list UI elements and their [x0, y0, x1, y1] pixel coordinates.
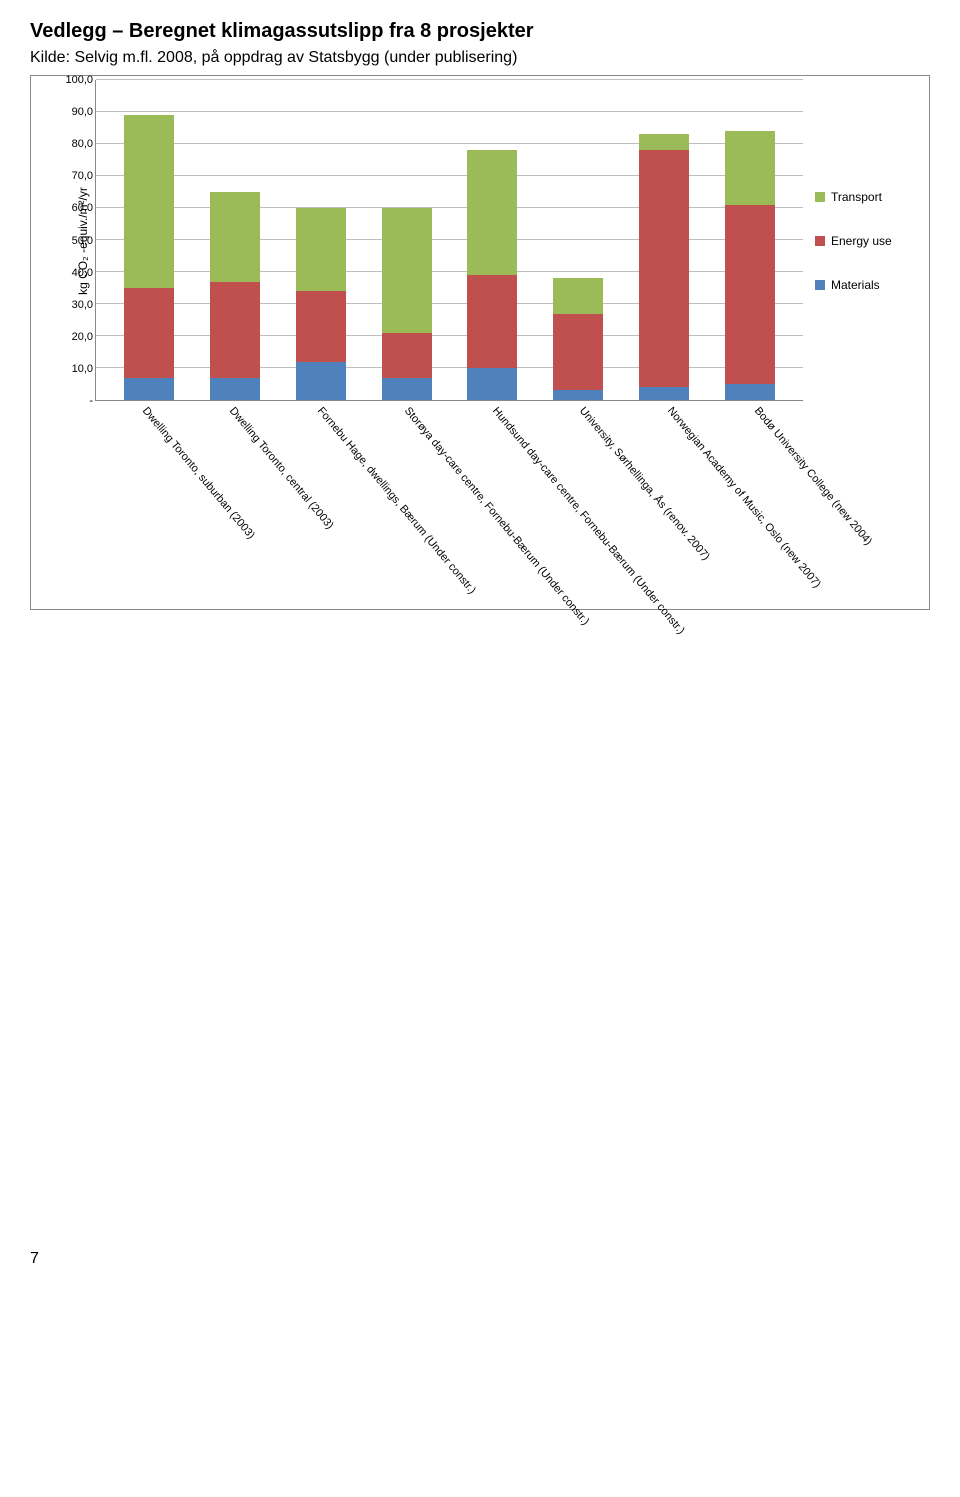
y-tick: 70,0 — [53, 170, 93, 182]
bar-segment-energy — [296, 291, 346, 361]
bar-segment-materials — [296, 362, 346, 400]
x-label: Dwelling Toronto, central (2003) — [211, 405, 261, 605]
y-axis: kg CO₂ -equiv./m²/yr -10,020,030,040,050… — [35, 80, 95, 401]
y-tick: 90,0 — [53, 106, 93, 118]
bar-segment-materials — [382, 378, 432, 400]
bar — [210, 192, 260, 400]
legend-swatch — [815, 236, 825, 246]
bar-segment-materials — [124, 378, 174, 400]
bar-segment-energy — [467, 275, 517, 368]
x-label: Hundsund day-care centre, Fornebu-Bærum … — [474, 405, 524, 605]
y-tick: 60,0 — [53, 202, 93, 214]
bar-segment-energy — [725, 205, 775, 384]
bar — [382, 208, 432, 400]
y-tick: 30,0 — [53, 299, 93, 311]
bar-segment-materials — [553, 390, 603, 400]
legend-swatch — [815, 280, 825, 290]
bar — [124, 115, 174, 400]
bar-segment-materials — [467, 368, 517, 400]
bar — [725, 131, 775, 400]
legend-item-energy: Energy use — [815, 234, 925, 248]
bar-segment-transport — [210, 192, 260, 282]
bar-segment-transport — [124, 115, 174, 288]
bar — [467, 150, 517, 400]
page-number: 7 — [30, 1250, 930, 1268]
bar-segment-energy — [639, 150, 689, 387]
bar-segment-energy — [210, 282, 260, 378]
bar-segment-materials — [725, 384, 775, 400]
bar-segment-transport — [467, 150, 517, 275]
legend-swatch — [815, 192, 825, 202]
bar-segment-energy — [124, 288, 174, 378]
page-subtitle: Kilde: Selvig m.fl. 2008, på oppdrag av … — [30, 49, 930, 67]
plot-area — [95, 80, 803, 401]
bar — [296, 208, 346, 400]
bar-segment-transport — [382, 208, 432, 333]
legend-label: Materials — [831, 278, 880, 292]
x-label: Norwegian Academy of Music, Oslo (new 20… — [649, 405, 699, 605]
bar-segment-transport — [725, 131, 775, 205]
chart-frame: kg CO₂ -equiv./m²/yr -10,020,030,040,050… — [30, 75, 930, 610]
legend-item-transport: Transport — [815, 190, 925, 204]
y-tick: - — [53, 395, 93, 407]
legend: Transport Energy use Materials — [803, 80, 925, 401]
bar — [553, 278, 603, 400]
bar-segment-transport — [296, 208, 346, 291]
bar-segment-materials — [639, 387, 689, 400]
y-tick: 100,0 — [53, 74, 93, 86]
y-tick: 50,0 — [53, 235, 93, 247]
bar-segment-energy — [382, 333, 432, 378]
bar-segment-transport — [553, 278, 603, 313]
page-title: Vedlegg – Beregnet klimagassutslipp fra … — [30, 20, 930, 43]
x-axis-labels: Dwelling Toronto, suburban (2003) Dwellin… — [95, 405, 815, 605]
y-tick: 40,0 — [53, 267, 93, 279]
legend-label: Energy use — [831, 234, 892, 248]
bar-segment-transport — [639, 134, 689, 150]
x-label: Fornebu Hage, dwellings, Bærum (Under co… — [299, 405, 349, 605]
y-tick: 10,0 — [53, 363, 93, 375]
x-label: Storøya day-care centre, Fornebu-Bærum (… — [386, 405, 436, 605]
x-label: Bodø University College (new 2004) — [736, 405, 786, 605]
bar-segment-materials — [210, 378, 260, 400]
bar — [639, 134, 689, 400]
x-label: University, Sørhellinga, Ås (renov. 2007… — [561, 405, 611, 605]
legend-label: Transport — [831, 190, 882, 204]
x-label: Dwelling Toronto, suburban (2003) — [124, 405, 174, 605]
legend-item-materials: Materials — [815, 278, 925, 292]
y-tick: 20,0 — [53, 331, 93, 343]
bar-segment-energy — [553, 314, 603, 391]
y-tick: 80,0 — [53, 138, 93, 150]
